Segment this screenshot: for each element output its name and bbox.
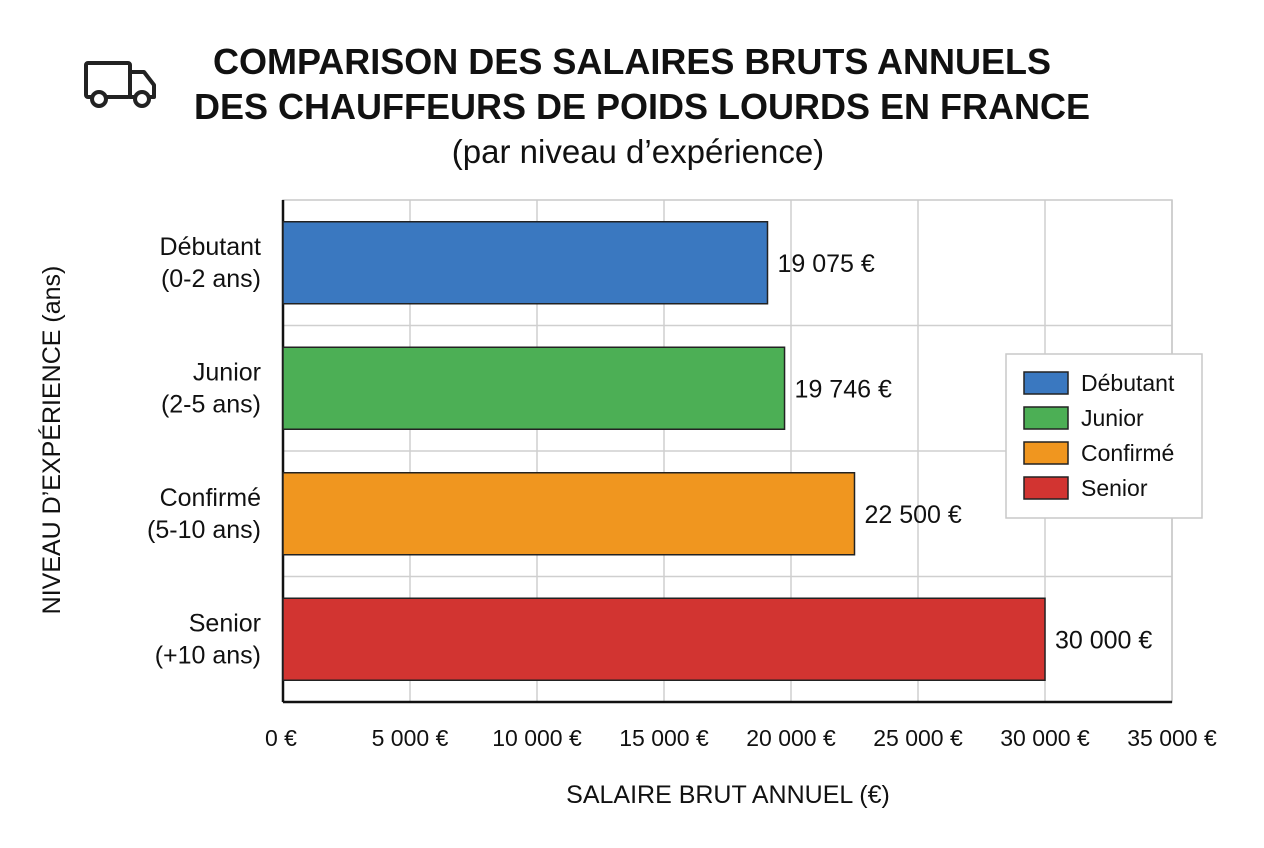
chart-title-line-2: DES CHAUFFEURS DE POIDS LOURDS EN FRANCE [194, 86, 1090, 127]
legend-label: Junior [1081, 405, 1144, 431]
x-tick-label: 30 000 € [1000, 725, 1090, 751]
bars [282, 221, 1046, 681]
data-labels: 19 075 € 19 746 € 22 500 € 30 000 € [778, 250, 1153, 655]
legend-swatch [1023, 476, 1069, 500]
x-tick-label: 5 000 € [372, 725, 449, 751]
x-tick-label: 0 € [265, 725, 297, 751]
chart-title-line-1: COMPARISON DES SALAIRES BRUTS ANNUELS [213, 41, 1051, 82]
data-label: 19 075 € [778, 250, 875, 278]
bar-dbutant [282, 221, 769, 305]
data-label: 30 000 € [1055, 626, 1152, 654]
category-range-label: (+10 ans) [155, 641, 261, 669]
x-tick-label: 10 000 € [492, 725, 582, 751]
x-tick-labels: 0 € 5 000 € 10 000 € 15 000 € 20 000 € 25 000… [265, 725, 1217, 751]
legend-swatch [1023, 371, 1069, 395]
category-labels: Débutant (0-2 ans) Junior (2-5 ans) Confirmé… [147, 233, 261, 670]
y-axis-title: NIVEAU D’EXPÉRIENCE (ans) [37, 266, 66, 615]
category-range-label: (0-2 ans) [161, 265, 261, 293]
category-label: Confirmé [160, 484, 261, 512]
x-axis-title: SALAIRE BRUT ANNUEL (€) [566, 781, 890, 809]
category-range-label: (5-10 ans) [147, 516, 261, 544]
chart-subtitle: (par niveau d’expérience) [452, 133, 824, 170]
x-tick-label: 20 000 € [746, 725, 836, 751]
bar-senior [282, 597, 1046, 681]
legend-label: Confirmé [1081, 440, 1174, 466]
category-label: Senior [189, 609, 261, 637]
legend-swatch [1023, 441, 1069, 465]
bar-junior [282, 346, 786, 430]
truck-icon [84, 61, 156, 108]
data-label: 22 500 € [865, 501, 962, 529]
data-label: 19 746 € [795, 375, 892, 403]
legend-label: Débutant [1081, 370, 1175, 396]
x-tick-label: 35 000 € [1127, 725, 1217, 751]
x-tick-label: 15 000 € [619, 725, 709, 751]
category-range-label: (2-5 ans) [161, 390, 261, 418]
legend-swatch [1023, 406, 1069, 430]
legend-label: Senior [1081, 475, 1148, 501]
category-label: Débutant [160, 233, 262, 261]
x-tick-label: 25 000 € [873, 725, 963, 751]
legend: Débutant Junior Confirmé Senior [1005, 353, 1203, 519]
bar-confirm [282, 472, 856, 556]
category-label: Junior [193, 358, 261, 386]
